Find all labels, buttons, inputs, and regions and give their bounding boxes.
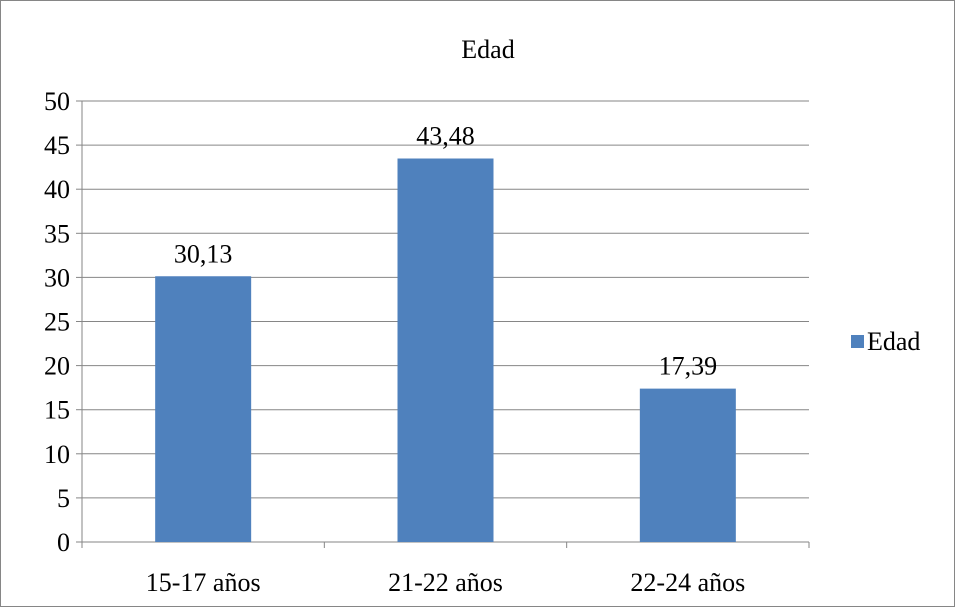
bars: [155, 158, 736, 542]
data-labels: 30,13 43,48 17,39: [174, 122, 717, 381]
data-label: 43,48: [416, 122, 475, 151]
y-tick-label: 45: [44, 131, 70, 160]
data-label: 17,39: [659, 352, 718, 381]
y-tick-label: 30: [44, 263, 70, 292]
y-tick-label: 35: [44, 219, 70, 248]
y-tick-label: 0: [57, 528, 70, 557]
x-tick-label: 21-22 años: [388, 568, 503, 597]
y-tick-label: 25: [44, 308, 70, 337]
y-tick-label: 50: [44, 87, 70, 116]
legend-swatch: [851, 335, 864, 348]
legend-label: Edad: [867, 327, 920, 356]
y-tick-label: 10: [44, 440, 70, 469]
bar-1: [155, 276, 252, 542]
y-tick-label: 20: [44, 352, 70, 381]
bar-2: [397, 158, 494, 542]
data-label: 30,13: [174, 239, 233, 268]
y-tick-label: 15: [44, 396, 70, 425]
y-tick-labels: 0 5 10 15 20 25 30 35 40 45 50: [44, 87, 70, 557]
bar-3: [639, 388, 736, 542]
x-tick-labels: 15-17 años 21-22 años 22-24 años: [146, 568, 745, 597]
legend: Edad: [851, 327, 920, 356]
x-tick-label: 15-17 años: [146, 568, 261, 597]
chart-title: Edad: [461, 35, 514, 64]
x-tick-label: 22-24 años: [630, 568, 745, 597]
y-tick-label: 5: [57, 484, 70, 513]
y-tick-label: 40: [44, 175, 70, 204]
